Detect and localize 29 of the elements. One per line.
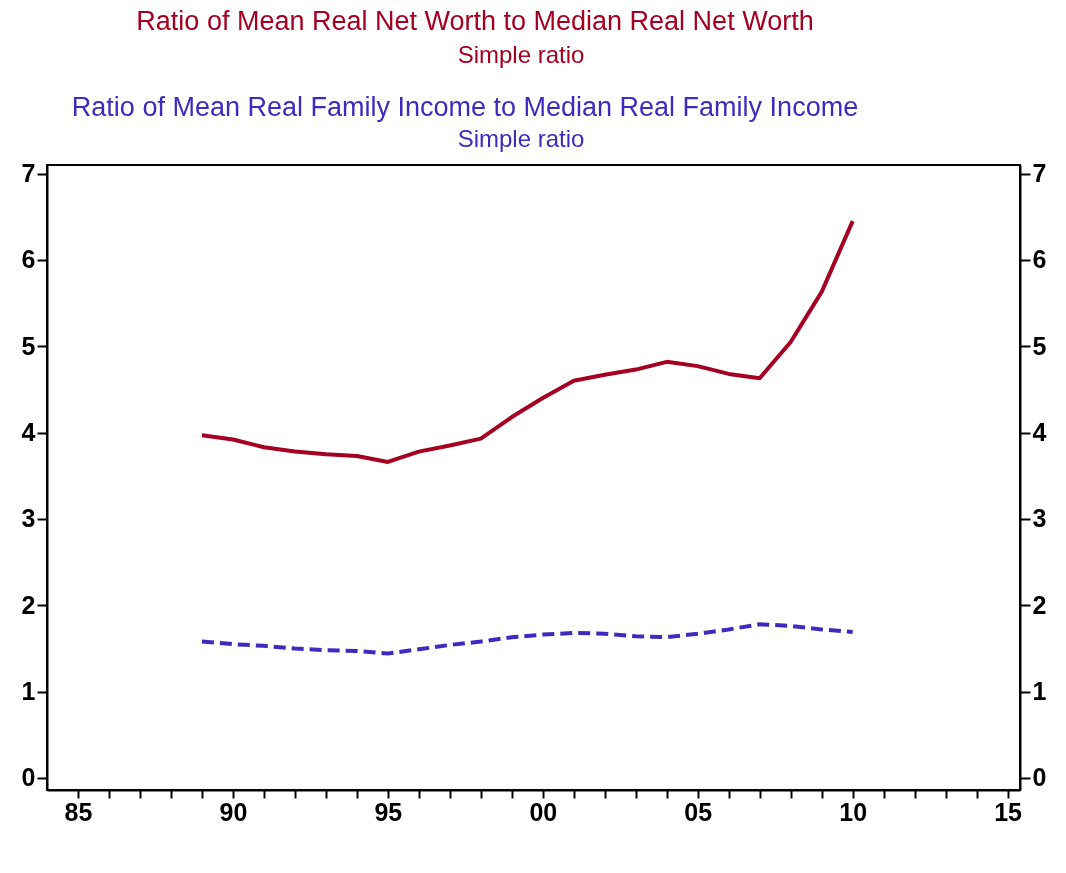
y-tick-label: 0 [21, 763, 36, 792]
y-tick-label: 7 [21, 159, 36, 188]
line-series [199, 622, 855, 656]
line-series [199, 219, 855, 464]
y2-tick-label: 2 [1032, 590, 1047, 619]
y2-tick-label: 5 [1032, 331, 1047, 360]
x-tick-label: 85 [64, 797, 93, 826]
y2-tick-label: 6 [1032, 245, 1047, 274]
x-tick-label: 00 [529, 797, 558, 826]
y-tick-label: 4 [21, 418, 36, 447]
y2-tick-label: 7 [1032, 159, 1047, 188]
x-tick-label: 90 [219, 797, 248, 826]
y2-tick-label: 1 [1032, 677, 1047, 706]
y2-tick-label: 0 [1032, 763, 1047, 792]
text: Simple ratio [457, 41, 585, 68]
y2-tick-label: 4 [1032, 418, 1047, 447]
text: Ratio of Mean Real Net Worth to Median Real Net Worth [136, 6, 814, 36]
x-tick-label: 10 [839, 797, 868, 826]
y-tick-label: 5 [21, 331, 36, 360]
y-tick-label: 1 [21, 677, 36, 706]
x-tick-label: 95 [374, 797, 403, 826]
text: Ratio of Mean Real Family Income to Median Real Family Income [71, 92, 859, 122]
text: Simple ratio [457, 125, 585, 152]
x-tick-label: 15 [994, 797, 1023, 826]
y-tick-label: 6 [21, 245, 36, 274]
y2-tick-label: 3 [1032, 504, 1047, 533]
y-tick-label: 2 [21, 590, 36, 619]
y-tick-label: 3 [21, 504, 36, 533]
x-tick-label: 05 [684, 797, 713, 826]
